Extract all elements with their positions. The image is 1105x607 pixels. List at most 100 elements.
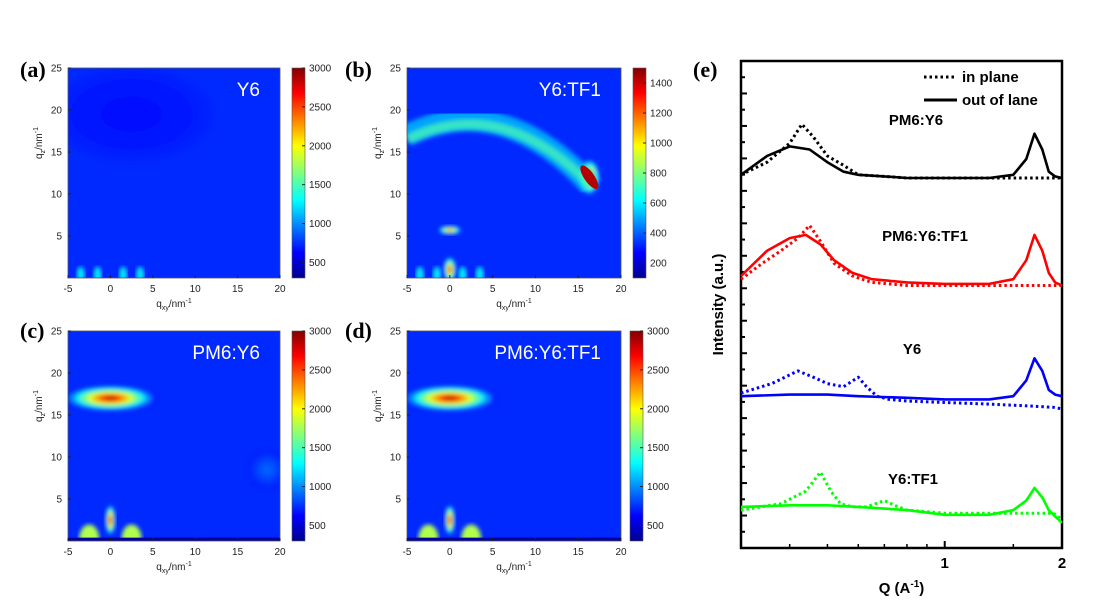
- x-tick-label: 10: [190, 284, 202, 295]
- x-tick-label: 20: [274, 547, 286, 558]
- y-tick-label: 15: [51, 148, 63, 159]
- panel-letter: (c): [20, 318, 44, 343]
- colorbar: 500 1000 1500 2000 2500 3000: [629, 327, 670, 542]
- plot-frame: [67, 330, 281, 542]
- series-y6-tf1: Y6:TF1: [740, 470, 1063, 524]
- heatmap-pm6-y6-tf1: -5 0 5 10 15 20 5 10 15 20 25 qxy/nm-1 qz/nm-1 PM6:Y6…: [345, 318, 670, 575]
- colorbar-tick-label: 800: [650, 169, 667, 180]
- sample-label: PM6:Y6:TF1: [494, 343, 601, 364]
- y-tick-label: 10: [51, 453, 63, 464]
- legend-label-out-of-plane: out of lane: [962, 92, 1038, 109]
- specular-lobe: [93, 266, 102, 278]
- colorbar-tick-label: 1500: [309, 443, 332, 454]
- colorbar-gradient: [291, 330, 306, 542]
- specular-lobe: [119, 266, 128, 278]
- out-of-plane-line: [740, 486, 1063, 524]
- x-tick-label: 0: [447, 547, 453, 558]
- specular-lobe: [461, 524, 482, 541]
- y-tick-label: 15: [390, 411, 402, 422]
- colorbar-tick-label: 2500: [647, 365, 670, 376]
- scattering-feature: [407, 384, 498, 412]
- colorbar-tick-label: 500: [309, 258, 326, 269]
- y-tick-label: 15: [51, 411, 63, 422]
- sample-label: PM6:Y6: [192, 343, 260, 364]
- specular-lobe: [136, 266, 145, 278]
- colorbar-tick-label: 600: [650, 199, 667, 210]
- colorbar-tick-label: 1000: [647, 482, 670, 493]
- line-chart-panel-e: 1 2 Q (A-1) Intensity (a.u.) (e) in plane out …: [693, 57, 1066, 597]
- y-tick-label: 10: [390, 190, 402, 201]
- colorbar-tick-label: 2000: [647, 404, 670, 415]
- specular-lobe: [432, 266, 441, 278]
- x-tick-label: -5: [64, 547, 73, 558]
- y-tick-label: 5: [56, 232, 62, 243]
- x-tick-label: 15: [573, 547, 585, 558]
- y-tick-label: 15: [390, 148, 402, 159]
- y-tick-label: 25: [390, 64, 402, 75]
- scattering-feature: [68, 384, 158, 412]
- heatmap-features: [407, 384, 621, 541]
- scattering-streak: [580, 165, 599, 190]
- colorbar-tick-label: 200: [650, 259, 667, 270]
- colorbar-tick-label: 3000: [309, 64, 332, 75]
- in-plane-line: [740, 122, 1062, 180]
- x-tick-label: -5: [403, 547, 412, 558]
- colorbar-tick-label: 2000: [309, 141, 332, 152]
- out-of-plane-line: [740, 356, 1063, 401]
- specular-lobe: [79, 524, 100, 541]
- x-tick-label: 15: [573, 284, 585, 295]
- colorbar: 500 1000 1500 2000 2500 3000: [291, 64, 332, 279]
- y-axis-label: qz/nm-1: [372, 390, 386, 422]
- series-label: Y6: [903, 341, 921, 358]
- y-tick-label: 20: [51, 106, 63, 117]
- horizon-band: [68, 537, 280, 541]
- in-plane-line: [740, 369, 1063, 411]
- colorbar-tick-label: 2000: [309, 404, 332, 415]
- specular-lobe: [76, 266, 85, 278]
- heatmap-pm6-y6: -5 0 5 10 15 20 5 10 15 20 25 qxy/nm-1 qz/nm-1 PM6:Y6…: [20, 318, 332, 575]
- colorbar-gradient: [629, 330, 644, 542]
- colorbar-tick-label: 1000: [309, 482, 332, 493]
- scattering-ring-core: [407, 119, 595, 190]
- colorbar-tick-label: 1000: [309, 219, 332, 230]
- legend-label-in-plane: in plane: [962, 69, 1019, 86]
- y-tick-label: 10: [390, 453, 402, 464]
- y-axis-label: qz/nm-1: [372, 127, 386, 159]
- colorbar-tick-label: 400: [650, 229, 667, 240]
- in-plane-line: [740, 223, 1062, 287]
- scattering-feature: [437, 225, 463, 235]
- in-plane-line: [740, 470, 1063, 521]
- x-tick-label: 15: [232, 284, 244, 295]
- heatmap-features: [407, 109, 601, 278]
- plot-frame: [406, 330, 622, 542]
- y-tick-label: 5: [395, 232, 401, 243]
- y-axis-label: Intensity (a.u.): [710, 254, 727, 356]
- x-tick-label: 0: [108, 284, 114, 295]
- scattering-feature: [444, 503, 456, 537]
- specular-lobe: [415, 266, 424, 278]
- colorbar-tick-label: 2500: [309, 102, 332, 113]
- out-of-plane-line: [740, 132, 1063, 180]
- legend: in plane out of lane: [924, 69, 1038, 109]
- x-tick-label: 10: [190, 547, 202, 558]
- colorbar-tick-label: 3000: [309, 327, 332, 338]
- sample-label: Y6:TF1: [539, 80, 601, 101]
- x-axis-label: qxy/nm-1: [156, 561, 192, 575]
- x-axis-label: qxy/nm-1: [156, 298, 192, 312]
- x-tick-label: 20: [274, 284, 286, 295]
- heatmap-background: [68, 331, 280, 541]
- colorbar-tick-label: 1000: [650, 139, 673, 150]
- sample-label: Y6: [237, 80, 260, 101]
- x-tick-label: 1: [941, 555, 949, 572]
- scattering-feature: [246, 449, 280, 490]
- specular-lobe: [475, 266, 484, 278]
- series-pm6-y6-tf1: PM6:Y6:TF1: [740, 223, 1063, 287]
- y-tick-label: 20: [390, 106, 402, 117]
- x-tick-label: 20: [615, 284, 627, 295]
- x-tick-label: 10: [530, 547, 542, 558]
- x-tick-label: 10: [530, 284, 542, 295]
- colorbar-tick-label: 500: [647, 521, 664, 532]
- x-tick-label: 20: [615, 547, 627, 558]
- colorbar-tick-label: 1400: [650, 79, 673, 90]
